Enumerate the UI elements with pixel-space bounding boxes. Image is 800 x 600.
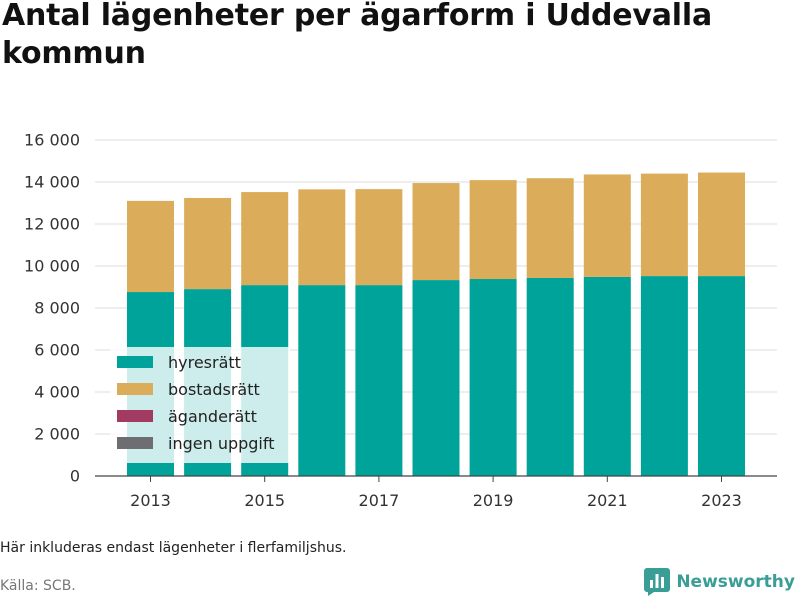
chart-title: Antal lägenheter per ägarform i Uddevall…	[2, 0, 712, 71]
x-tick-label: 2015	[244, 491, 285, 510]
legend-label: ingen uppgift	[168, 434, 275, 453]
legend-swatch	[117, 356, 153, 368]
bar-hyresratt-2018	[412, 280, 460, 476]
x-axis-labels: 2013 2015 2017 2019 2021 2023	[130, 476, 742, 510]
bar-bostadsratt-2021	[583, 174, 631, 277]
x-tick-label: 2019	[473, 491, 514, 510]
bar-hyresratt-2023	[698, 276, 745, 476]
y-tick-label: 0	[70, 467, 80, 486]
bar-bostadsratt-2017	[355, 189, 403, 286]
y-tick-label: 16 000	[24, 131, 80, 150]
bar-bostadsratt-2022	[640, 173, 688, 277]
legend-label: hyresrätt	[168, 353, 241, 372]
y-tick-label: 12 000	[24, 215, 80, 234]
x-tick-label: 2023	[701, 491, 742, 510]
y-axis-labels: 0 2 000 4 000 6 000 8 000 10 000 12 000 14 000 1…	[24, 131, 80, 486]
y-tick-label: 6 000	[34, 341, 80, 360]
bar-bostadsratt-2020	[526, 178, 574, 278]
legend-label: äganderätt	[168, 407, 257, 426]
legend-item-hyresratt: hyresrätt	[117, 353, 241, 372]
bar-bostadsratt-2018	[412, 183, 460, 281]
y-tick-label: 2 000	[34, 425, 80, 444]
newsworthy-logo-icon	[644, 568, 671, 596]
legend-item-ingen-uppgift: ingen uppgift	[117, 434, 275, 453]
legend: hyresrätt bostadsrätt äganderätt ingen uppg…	[110, 347, 290, 463]
legend-label: bostadsrätt	[168, 380, 260, 399]
brand-name: Newsworthy	[676, 572, 795, 592]
stacked-bar-chart: 0 2 000 4 000 6 000 8 000 10 000 12 000 14 000 1…	[24, 131, 777, 510]
y-tick-label: 10 000	[24, 257, 80, 276]
bar-hyresratt-2021	[583, 276, 631, 476]
x-tick-label: 2017	[359, 491, 400, 510]
y-tick-label: 14 000	[24, 173, 80, 192]
y-tick-label: 8 000	[34, 299, 80, 318]
chart-source: Källa: SCB.	[0, 578, 76, 594]
x-tick-label: 2013	[130, 491, 171, 510]
bar-bostadsratt-2019	[469, 180, 517, 280]
bar-bostadsratt-2016	[298, 189, 346, 286]
legend-item-bostadsratt: bostadsrätt	[117, 380, 260, 399]
legend-swatch	[117, 437, 153, 449]
legend-swatch	[117, 383, 153, 395]
bar-bostadsratt-2013	[127, 200, 174, 293]
bar-hyresratt-2017	[355, 285, 403, 476]
chart-note: Här inkluderas endast lägenheter i flerf…	[0, 540, 347, 556]
legend-swatch	[117, 410, 153, 422]
legend-item-aganderatt: äganderätt	[117, 407, 257, 426]
bar-bostadsratt-2014	[184, 197, 232, 290]
bar-bostadsratt-2023	[698, 172, 745, 277]
bar-hyresratt-2020	[526, 277, 574, 476]
bar-hyresratt-2019	[469, 279, 517, 476]
brand-logo[interactable]: Newsworthy	[644, 568, 795, 596]
bar-bostadsratt-2015	[241, 192, 289, 286]
bar-hyresratt-2022	[640, 276, 688, 476]
bar-hyresratt-2016	[298, 285, 346, 476]
x-tick-label: 2021	[587, 491, 628, 510]
y-tick-label: 4 000	[34, 383, 80, 402]
